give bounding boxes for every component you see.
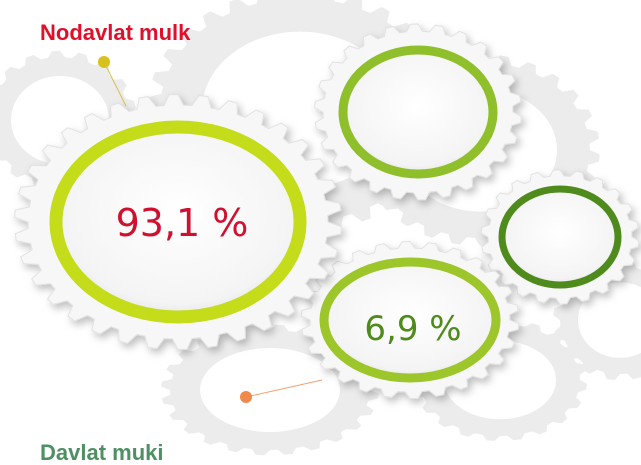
connector: [103, 61, 127, 107]
label: Nodavlat mulk: [40, 20, 191, 45]
value: 93,1 %: [116, 201, 249, 245]
label: Davlat muki: [40, 440, 164, 465]
gear-ring: [319, 257, 501, 383]
value: 6,9 %: [364, 309, 461, 349]
foreground-gears: [14, 23, 640, 400]
gear-ring: [338, 45, 498, 179]
dot: [98, 56, 110, 68]
bg-gear-hole: [578, 282, 641, 358]
connector: [245, 379, 323, 398]
dot: [240, 391, 252, 403]
gear-ring: [49, 120, 307, 324]
gear-ring: [498, 185, 622, 289]
bg-gear-hole: [200, 348, 340, 432]
